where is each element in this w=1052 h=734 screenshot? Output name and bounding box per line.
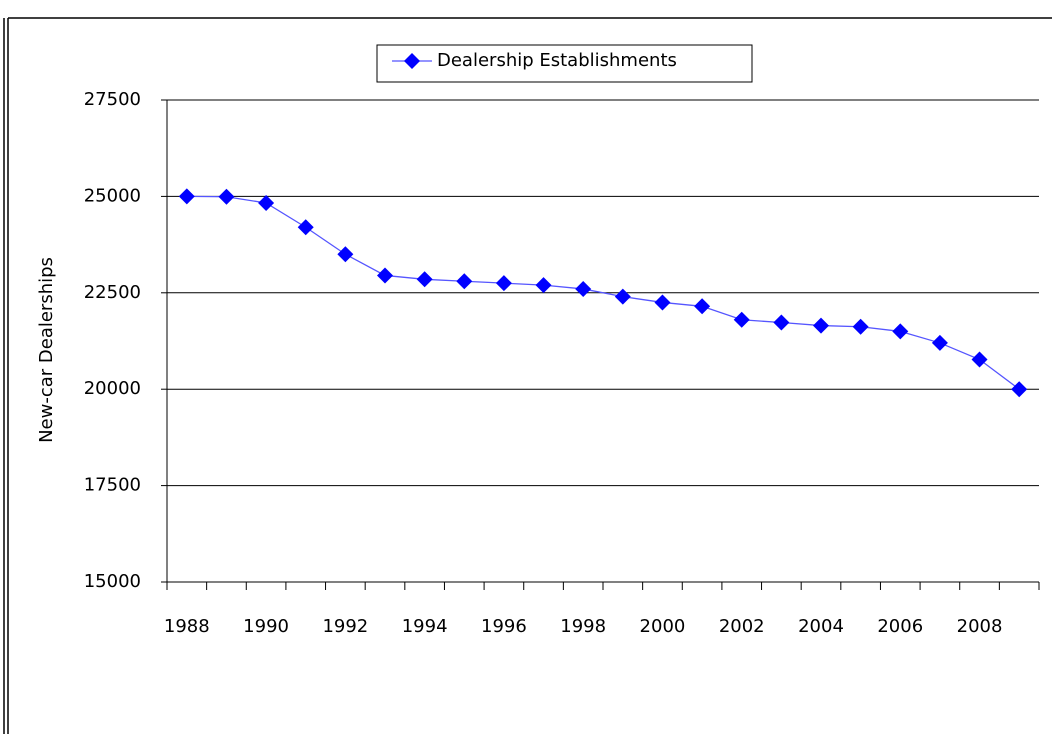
data-point: [892, 323, 909, 340]
series-line: [186, 195, 1020, 390]
data-point: [852, 318, 869, 335]
x-tick-label: 2006: [877, 616, 923, 637]
data-point: [931, 334, 948, 351]
data-point: [178, 188, 195, 205]
data-point: [377, 267, 393, 284]
legend-box: [376, 44, 753, 83]
data-point: [1011, 381, 1028, 398]
x-tick-label: 1998: [560, 616, 606, 637]
data-point: [456, 273, 473, 290]
data-point: [971, 351, 988, 368]
y-tick-label: 27500: [84, 89, 141, 110]
data-point: [654, 294, 671, 311]
y-tick-label: 17500: [84, 475, 141, 496]
data-point: [535, 277, 552, 294]
x-tick-label: 2008: [957, 616, 1003, 637]
legend-label: Dealership Establishments: [437, 50, 677, 71]
data-point: [694, 298, 711, 315]
x-tick-label: 1990: [243, 616, 289, 637]
data-point: [813, 317, 829, 334]
data-point: [218, 188, 235, 205]
legend-marker: [404, 53, 420, 69]
data-point: [258, 194, 275, 211]
data-point: [733, 311, 750, 328]
x-tick-label: 2002: [719, 616, 765, 637]
data-point: [416, 271, 433, 288]
data-point: [337, 246, 354, 263]
y-tick-label: 20000: [84, 378, 141, 399]
x-tick-label: 2004: [798, 616, 844, 637]
x-tick-label: 1992: [322, 616, 368, 637]
y-tick-label: 22500: [84, 282, 141, 303]
y-tick-label: 15000: [84, 571, 141, 592]
data-point: [614, 288, 631, 305]
x-tick-label: 1994: [402, 616, 448, 637]
data-point: [495, 275, 512, 292]
data-point: [297, 219, 314, 236]
data-point: [575, 280, 592, 297]
data-point: [773, 314, 790, 331]
y-tick-label: 25000: [84, 185, 141, 206]
y-axis-label: New-car Dealerships: [36, 257, 57, 443]
x-tick-label: 1996: [481, 616, 527, 637]
x-tick-label: 2000: [640, 616, 686, 637]
x-tick-label: 1988: [164, 616, 210, 637]
